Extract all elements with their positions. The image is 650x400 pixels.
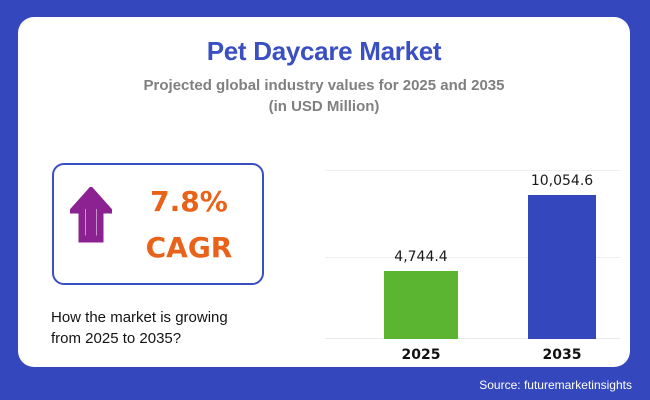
gridline-top (325, 170, 620, 171)
up-arrow-icon (70, 187, 112, 243)
bar-value-2035: 10,054.6 (530, 173, 594, 189)
subtitle-line-2: (in USD Million) (268, 98, 380, 115)
growth-question-line-2: from 2025 to 2035? (51, 330, 182, 347)
content-card: Pet Daycare Market Projected global indu… (18, 17, 630, 367)
bar-label-2025: 2025 (401, 347, 441, 363)
bar-2025[interactable]: 4,744.4 2025 (384, 249, 458, 363)
gridline-mid (325, 257, 620, 258)
bar-rect-2025 (384, 271, 458, 339)
bar-label-2035: 2035 (542, 347, 582, 363)
axis-baseline (325, 338, 620, 339)
subtitle-line-1: Projected global industry values for 202… (143, 77, 505, 94)
growth-question-line-1: How the market is growing (51, 309, 228, 326)
bar-rect-2035 (528, 195, 596, 339)
page-title: Pet Daycare Market (206, 36, 442, 66)
bar-chart: 4,744.4 2025 10,054.6 2035 (325, 127, 620, 367)
bar-2035[interactable]: 10,054.6 2035 (528, 173, 596, 363)
bar-value-2025: 4,744.4 (394, 249, 448, 265)
cagr-label: CAGR (145, 231, 233, 264)
cagr-panel: 7.8% CAGR (52, 163, 264, 285)
source-credit: Source: futuremarketinsights (479, 378, 632, 392)
growth-question: How the market is growing from 2025 to 2… (51, 307, 311, 349)
page-subtitle: Projected global industry values for 202… (74, 75, 574, 117)
cagr-values: 7.8% CAGR (116, 179, 262, 271)
cagr-percent: 7.8% (150, 185, 228, 218)
